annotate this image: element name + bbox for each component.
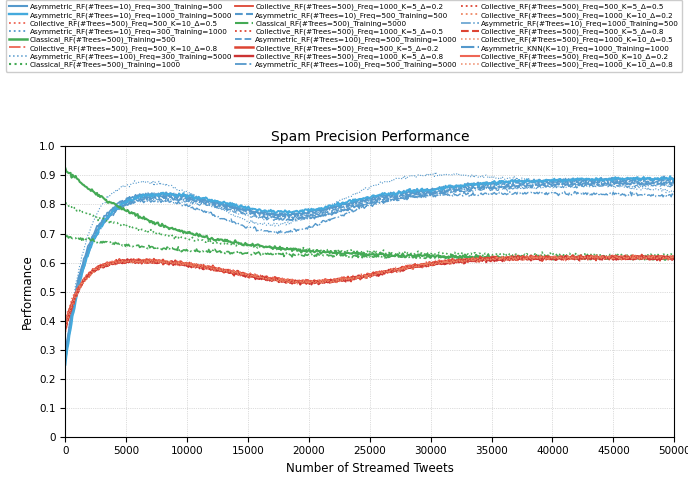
Title: Spam Precision Performance: Spam Precision Performance — [270, 130, 469, 144]
Y-axis label: Performance: Performance — [21, 254, 34, 329]
X-axis label: Number of Streamed Tweets: Number of Streamed Tweets — [286, 462, 454, 475]
Legend: Asymmetric_RF(#Trees=10)_Freq=300_Training=500, Asymmetric_RF(#Trees=10)_Freq=10: Asymmetric_RF(#Trees=10)_Freq=300_Traini… — [6, 0, 682, 72]
